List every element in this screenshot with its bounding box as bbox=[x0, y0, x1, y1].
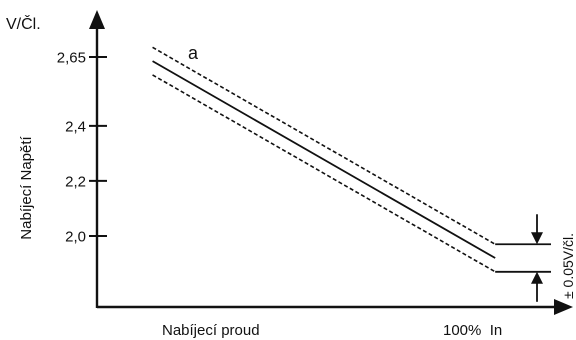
y-axis-arrow-icon bbox=[89, 10, 105, 29]
series-label-a: a bbox=[188, 43, 199, 63]
series-lines bbox=[152, 46, 496, 273]
y-tick-label-1: 2,4 bbox=[65, 118, 86, 135]
unit-label: V/Čl. bbox=[6, 14, 41, 33]
y-tick-label-0: 2,65 bbox=[57, 50, 86, 67]
arrow-down-icon bbox=[531, 232, 543, 245]
x-axis-end-label: 100% In bbox=[443, 322, 502, 339]
series-line-2 bbox=[152, 74, 496, 273]
tolerance-label: ± 0.05V/čl. bbox=[560, 233, 576, 299]
y-axis-label: Nabíjecí Napětí bbox=[18, 135, 35, 239]
x-axis-label: Nabíjecí proud bbox=[162, 322, 260, 339]
tolerance-marker bbox=[495, 214, 551, 302]
series-line-1 bbox=[152, 46, 496, 245]
y-ticks: 2,65 2,4 2,2 2,0 bbox=[57, 50, 107, 246]
series-line-0 bbox=[152, 60, 496, 259]
y-tick-label-2: 2,2 bbox=[65, 173, 86, 190]
y-tick-label-3: 2,0 bbox=[65, 229, 86, 246]
x-axis-arrow-icon bbox=[554, 299, 573, 315]
arrow-up-icon bbox=[531, 271, 543, 284]
